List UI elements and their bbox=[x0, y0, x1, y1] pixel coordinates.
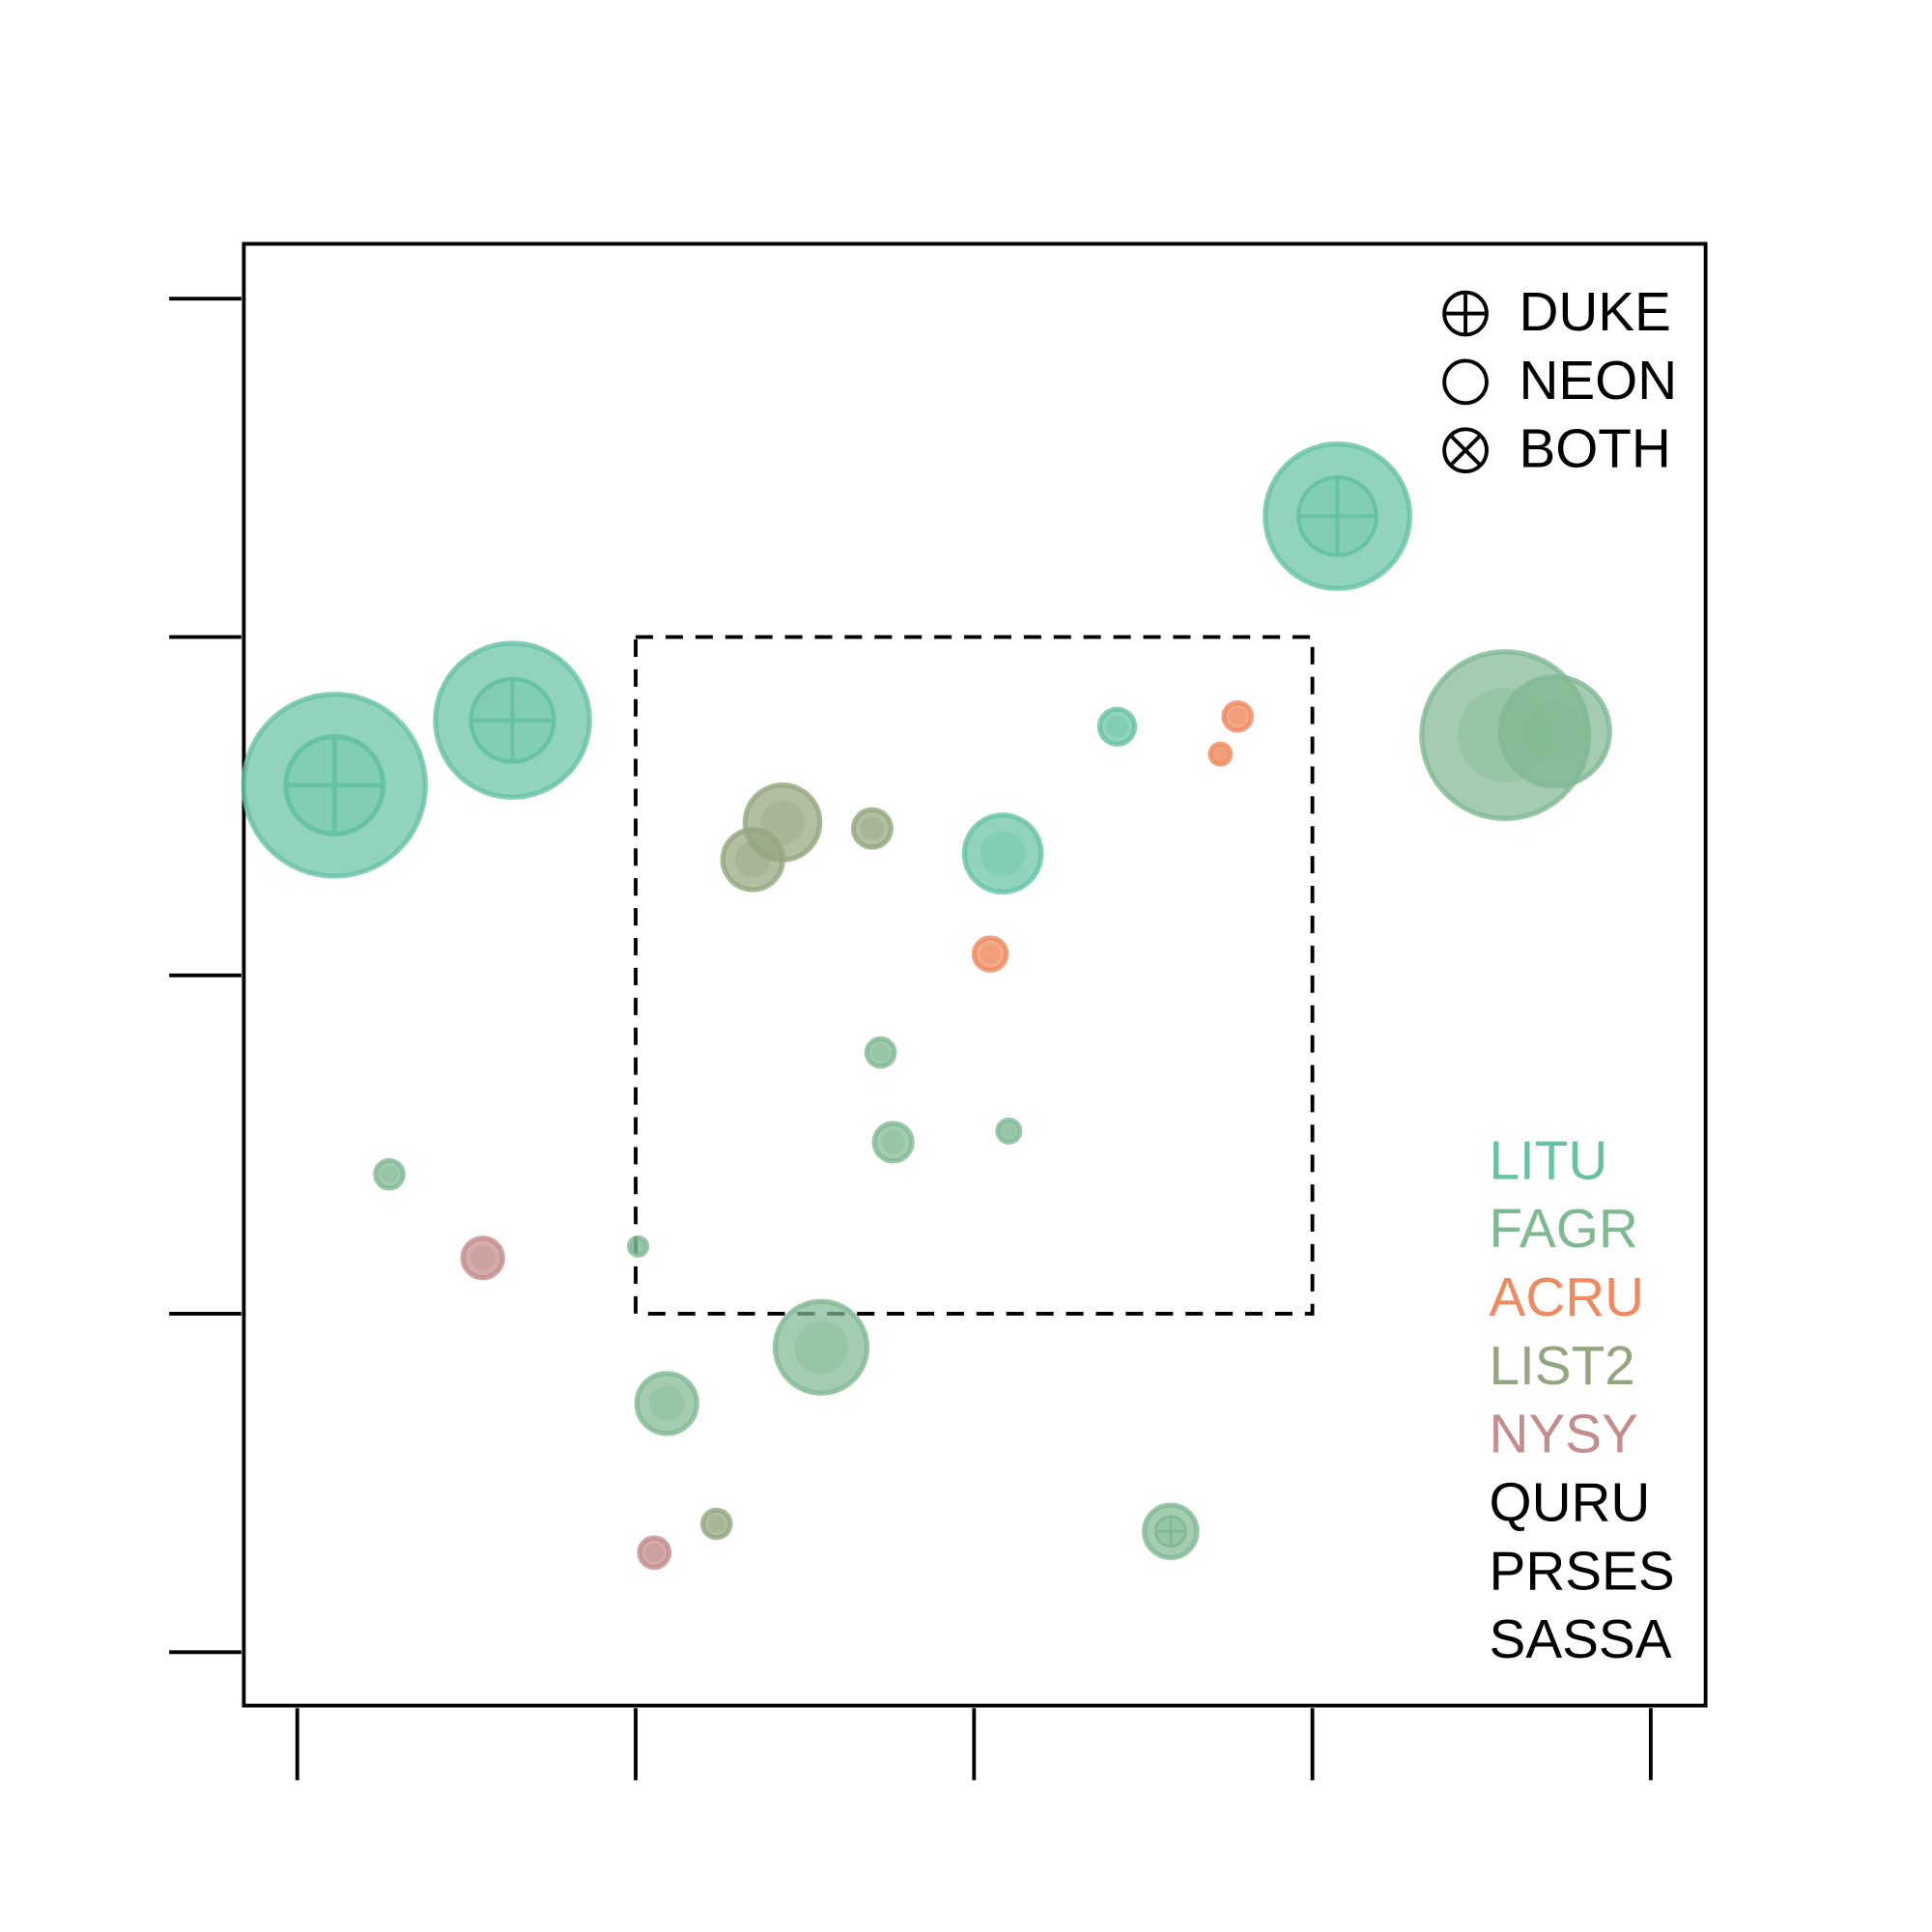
bubble bbox=[699, 1507, 733, 1541]
legend-label: BOTH bbox=[1519, 419, 1670, 480]
bubble-core bbox=[469, 1245, 496, 1270]
legend-entry: FAGR bbox=[1490, 1199, 1638, 1260]
bubble bbox=[637, 1535, 672, 1571]
site-symbol bbox=[1442, 358, 1489, 406]
bubble bbox=[961, 812, 1044, 895]
bubble-core bbox=[632, 1239, 644, 1253]
bubble-core bbox=[794, 1321, 848, 1375]
bubble-core bbox=[1213, 747, 1228, 761]
bubble-core bbox=[734, 841, 771, 878]
bubble bbox=[995, 1117, 1023, 1145]
bubble bbox=[373, 1157, 406, 1191]
bubble bbox=[1221, 699, 1254, 733]
legend-label: NEON bbox=[1519, 351, 1677, 412]
region-box bbox=[634, 635, 1315, 1316]
legend-label: DUKE bbox=[1519, 282, 1670, 343]
bubble-core bbox=[648, 1385, 685, 1422]
bubble-core bbox=[1228, 707, 1247, 726]
legend-entry: LIST2 bbox=[1490, 1336, 1635, 1397]
legend-entry: LITU bbox=[1490, 1130, 1608, 1191]
bubble-core bbox=[871, 1043, 890, 1062]
bubble bbox=[634, 1371, 699, 1436]
legend-entry: PRSES bbox=[1490, 1541, 1675, 1602]
bubble bbox=[871, 1121, 915, 1164]
bubble-core bbox=[380, 1165, 399, 1183]
bubble-core bbox=[1001, 1123, 1017, 1139]
site-symbol bbox=[1442, 427, 1489, 474]
bubble-core bbox=[860, 816, 885, 840]
bubble-core bbox=[1523, 699, 1587, 763]
legend-entry: ACRU bbox=[1490, 1267, 1645, 1328]
bubble bbox=[971, 935, 1009, 973]
legend-entry: QURU bbox=[1490, 1473, 1651, 1534]
bubble bbox=[864, 1036, 897, 1069]
bubble-core bbox=[980, 831, 1026, 876]
bubble bbox=[460, 1236, 505, 1281]
bubble bbox=[850, 807, 894, 850]
plot-frame bbox=[242, 242, 1708, 1708]
bubble-core bbox=[707, 1515, 726, 1533]
legend-entry: SASSA bbox=[1490, 1609, 1672, 1670]
bubble bbox=[1096, 706, 1138, 747]
legend-entry: NYSY bbox=[1490, 1405, 1638, 1465]
bubble bbox=[720, 827, 785, 893]
bubble bbox=[626, 1235, 650, 1258]
bubble bbox=[1208, 741, 1234, 767]
bubble bbox=[1497, 673, 1612, 789]
bubble bbox=[772, 1298, 870, 1396]
bubble-core bbox=[881, 1130, 905, 1154]
bubble-core bbox=[644, 1543, 665, 1563]
site-symbol bbox=[1449, 434, 1482, 468]
bubble-core bbox=[1106, 715, 1128, 738]
bubble-core bbox=[980, 944, 1001, 965]
